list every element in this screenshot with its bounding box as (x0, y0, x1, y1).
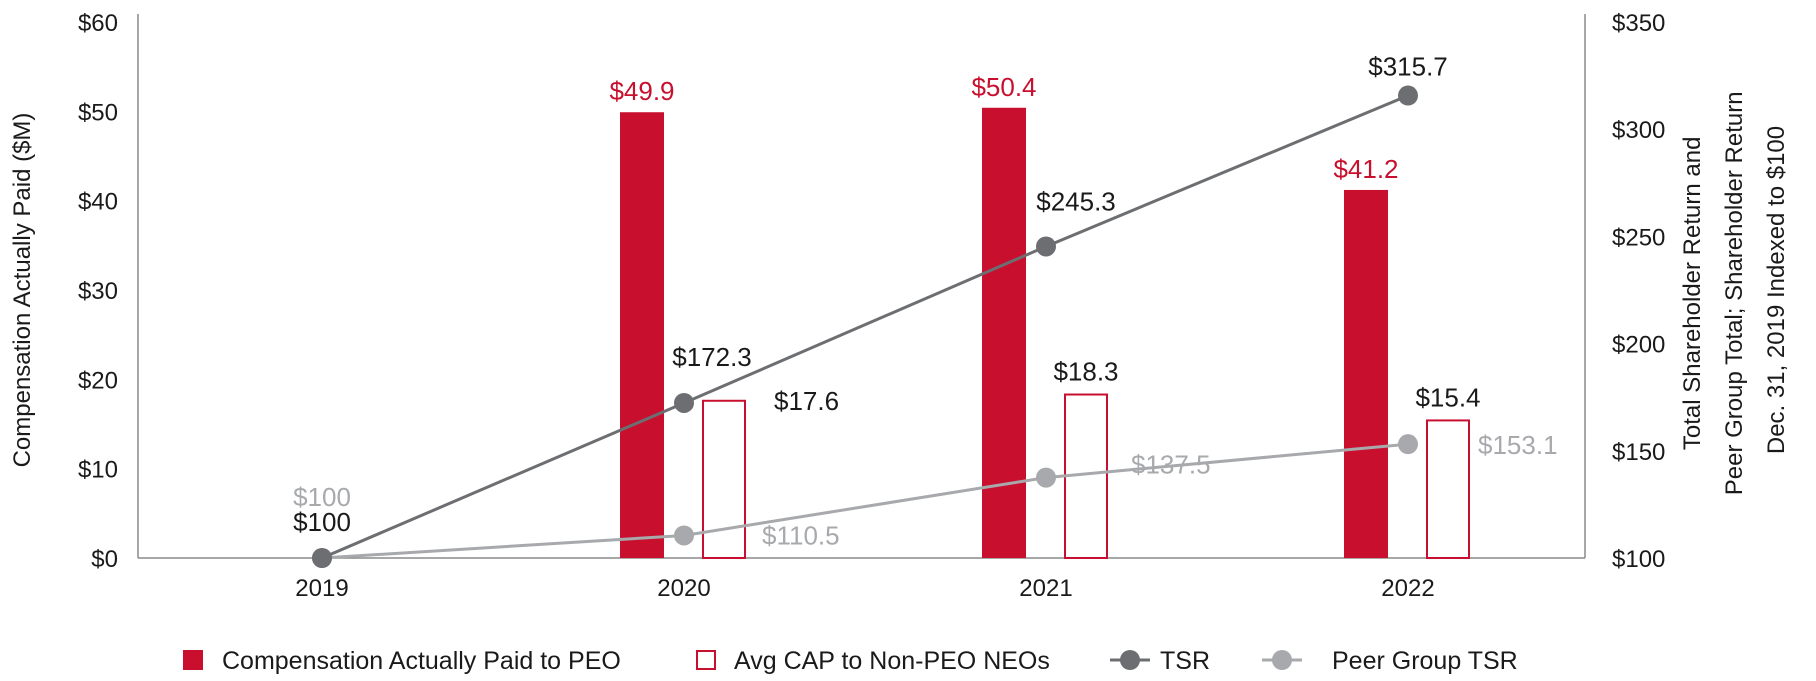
legend-item-tsr: TSR (1110, 647, 1210, 675)
right-axis-title-line-2: Peer Group Total; Shareholder Return (1721, 91, 1748, 495)
right-tick-label: $100 (1612, 546, 1665, 573)
data-label-tsr: $245.3 (1036, 186, 1116, 216)
right-axis-title-line-3: Dec. 31, 2019 Indexed to $100 (1763, 126, 1790, 454)
legend: Compensation Actually Paid to PEO Avg CA… (183, 647, 1518, 675)
left-tick-label: $10 (78, 457, 118, 484)
axes: $0 $10 $20 $30 $40 $50 $60 $100 $150 $200 $250 $300… (78, 10, 1665, 602)
bar-peo (620, 112, 664, 558)
data-label-peo: $50.4 (971, 72, 1036, 102)
left-tick-label: $40 (78, 189, 118, 216)
lines (312, 85, 1418, 568)
legend-label-tsr: TSR (1160, 647, 1210, 675)
data-label-peer: $153.1 (1478, 430, 1558, 460)
right-tick-label: $200 (1612, 332, 1665, 359)
point-peer (674, 525, 694, 546)
legend-item-peer: Peer Group TSR (1262, 647, 1518, 675)
bar-peo (982, 107, 1026, 558)
data-label-non-peo: $15.4 (1415, 382, 1480, 412)
bar-non-peo (702, 399, 746, 560)
data-label-peer: $137.5 (1131, 450, 1211, 480)
right-axis-title: Total Shareholder Return and Peer Group … (1679, 85, 1790, 495)
legend-label-peo: Compensation Actually Paid to PEO (222, 647, 621, 675)
data-label-non-peo: $17.6 (774, 386, 839, 416)
data-label-peer: $100 (293, 482, 351, 512)
legend-label-peer: Peer Group TSR (1332, 647, 1518, 675)
legend-marker-tsr (1120, 650, 1140, 670)
point-peer (1036, 467, 1056, 488)
right-axis-title-line-1: Total Shareholder Return and (1679, 137, 1706, 451)
left-tick-label: $0 (91, 546, 118, 573)
data-label-tsr: $172.3 (672, 342, 752, 372)
data-label-non-peo: $18.3 (1053, 357, 1118, 387)
right-tick-label: $250 (1612, 224, 1665, 251)
right-tick-label: $350 (1612, 10, 1665, 37)
x-tick-label: 2021 (1019, 575, 1072, 602)
point-peer (1398, 434, 1418, 455)
data-label-peer: $110.5 (762, 520, 840, 550)
left-tick-label: $50 (78, 99, 118, 126)
legend-swatch-non-peo (696, 650, 716, 670)
point-tsr (674, 392, 694, 413)
data-label-tsr: $100 (293, 507, 351, 537)
bar-non-peo (1426, 419, 1470, 559)
left-tick-label: $30 (78, 278, 118, 305)
left-tick-label: $20 (78, 367, 118, 394)
legend-item-non-peo: Avg CAP to Non-PEO NEOs (696, 647, 1050, 675)
legend-swatch-peo (183, 650, 203, 670)
right-tick-label: $150 (1612, 439, 1665, 466)
line-peer (321, 442, 1409, 560)
legend-marker-peer (1272, 650, 1292, 670)
data-label-peo: $49.9 (609, 76, 674, 106)
x-tick-label: 2020 (657, 575, 710, 602)
right-tick-label: $300 (1612, 117, 1665, 144)
point-tsr (1398, 85, 1418, 106)
legend-label-non-peo: Avg CAP to Non-PEO NEOs (734, 647, 1050, 675)
legend-item-peo: Compensation Actually Paid to PEO (183, 647, 621, 675)
line-tsr (321, 94, 1409, 560)
point-tsr (1036, 236, 1056, 257)
x-tick-label: 2022 (1381, 575, 1434, 602)
data-label-peo: $41.2 (1333, 154, 1398, 184)
x-tick-label: 2019 (295, 575, 348, 602)
bar-peo (1344, 189, 1388, 559)
data-label-tsr: $315.7 (1368, 52, 1448, 82)
data-labels: $49.9 $50.4 $41.2 $17.6 $18.3 $15.4 $100 $172.3… (293, 52, 1557, 551)
point-tsr (312, 548, 332, 568)
left-tick-label: $60 (78, 10, 118, 37)
left-axis-title: Compensation Actually Paid ($M) (9, 113, 36, 468)
